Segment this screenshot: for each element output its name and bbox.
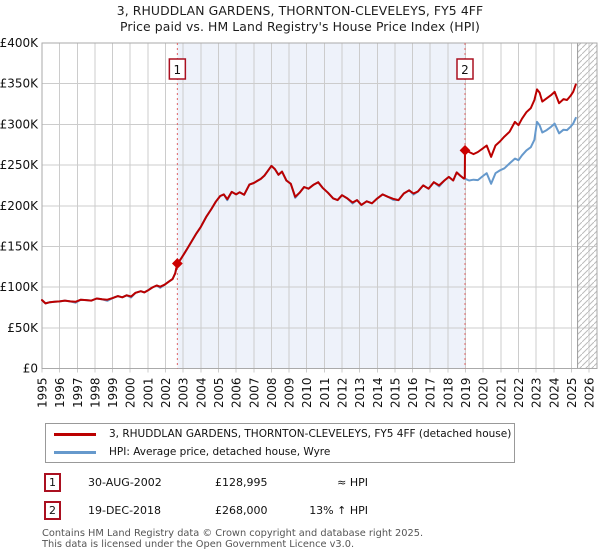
y-axis-label: £50K <box>7 321 39 335</box>
y-axis-label: £0 <box>23 362 38 376</box>
x-axis-label: 2023 <box>530 377 544 408</box>
legend-item-property: 3, RHUDDLAN GARDENS, THORNTON-CLEVELEYS,… <box>46 427 514 441</box>
x-axis-label: 2003 <box>177 377 191 408</box>
x-axis-label: 2018 <box>441 377 455 408</box>
y-axis-label: £400K <box>0 36 39 50</box>
x-axis-label: 2008 <box>265 377 279 408</box>
sale-1-marker-badge: 1 <box>44 473 61 492</box>
x-axis-label: 2013 <box>353 377 367 408</box>
x-axis-label: 2016 <box>406 377 420 408</box>
legend-swatch-hpi-line <box>54 450 96 454</box>
x-axis-label: 2001 <box>141 377 155 408</box>
x-axis-label: 1997 <box>71 377 85 408</box>
footer-line1: Contains HM Land Registry data © Crown c… <box>42 528 424 539</box>
x-axis-label: 2004 <box>194 377 208 408</box>
x-axis-label: 2025 <box>565 377 579 408</box>
y-axis-label: £350K <box>0 77 39 91</box>
sale-1-price: £128,995 <box>215 476 268 489</box>
x-axis-label: 2021 <box>494 377 508 408</box>
x-axis-label: 2000 <box>124 377 138 408</box>
sale-1-date: 30-AUG-2002 <box>88 476 162 489</box>
x-axis-label: 1996 <box>53 377 67 408</box>
chart-title-line1: 3, RHUDDLAN GARDENS, THORNTON-CLEVELEYS,… <box>116 3 484 18</box>
y-axis-label: £100K <box>0 280 39 294</box>
future-hatch-region <box>577 43 597 369</box>
sale-marker-flag <box>168 58 187 80</box>
sale-2-marker-badge: 2 <box>44 501 61 520</box>
legend-label-property: 3, RHUDDLAN GARDENS, THORNTON-CLEVELEYS,… <box>109 428 512 440</box>
sale-marker-number: 2 <box>461 63 469 77</box>
legend-swatch-property-line <box>54 432 96 436</box>
x-axis-label: 2012 <box>336 377 350 408</box>
x-axis-label: 2020 <box>477 377 491 408</box>
x-axis-label: 2017 <box>424 377 438 408</box>
x-axis-label: 2009 <box>283 377 297 408</box>
sale-2-hpi-comparison: 13% ↑ HPI <box>309 504 368 517</box>
x-axis-label: 2005 <box>212 377 226 408</box>
legend-item-hpi: HPI: Average price, detached house, Wyre <box>46 445 514 459</box>
x-axis-label: 2019 <box>459 377 473 408</box>
y-axis-label: £250K <box>0 158 39 172</box>
y-axis-label: £300K <box>0 117 39 131</box>
x-axis-label: 2026 <box>583 377 597 408</box>
legend-label-hpi: HPI: Average price, detached house, Wyre <box>109 446 331 458</box>
sale-1-hpi-comparison: ≈ HPI <box>337 476 368 489</box>
y-axis-label: £200K <box>0 199 39 213</box>
x-axis-label: 2007 <box>247 377 261 408</box>
footer-line2: This data is licensed under the Open Gov… <box>42 538 355 550</box>
x-axis-label: 2014 <box>371 377 385 408</box>
sale-2-price: £268,000 <box>215 504 268 517</box>
price-chart: 1 2 £0 £50K £100K £150K £200K £250K £300K £350K £4… <box>0 36 598 408</box>
property-series-line <box>41 83 577 305</box>
x-axis-label: 2006 <box>230 377 244 408</box>
x-axis-label: 1999 <box>106 377 120 408</box>
chart-title-line2: Price paid vs. HM Land Registry's House … <box>120 19 480 34</box>
x-axis-label: 2002 <box>159 377 173 408</box>
table-row: 1 30-AUG-2002 £128,995 ≈ HPI <box>0 473 600 493</box>
table-row: 2 19-DEC-2018 £268,000 13% ↑ HPI <box>0 501 600 521</box>
x-axis-label: 2022 <box>512 377 526 408</box>
sale-marker-number: 1 <box>174 63 182 77</box>
x-axis-label: 1998 <box>88 377 102 408</box>
x-axis-label: 2010 <box>300 377 314 408</box>
legend: 3, RHUDDLAN GARDENS, THORNTON-CLEVELEYS,… <box>45 423 515 463</box>
sale-marker-flag <box>456 58 474 80</box>
x-axis-label: 2015 <box>388 377 402 408</box>
x-axis-label: 1995 <box>36 377 50 408</box>
x-axis-label: 2024 <box>547 377 561 408</box>
sale-2-date: 19-DEC-2018 <box>88 504 162 517</box>
y-axis-label: £150K <box>0 239 39 253</box>
x-axis-label: 2011 <box>318 377 332 408</box>
plot-border <box>41 42 598 369</box>
license-footer: Contains HM Land Registry data © Crown c… <box>42 528 424 550</box>
